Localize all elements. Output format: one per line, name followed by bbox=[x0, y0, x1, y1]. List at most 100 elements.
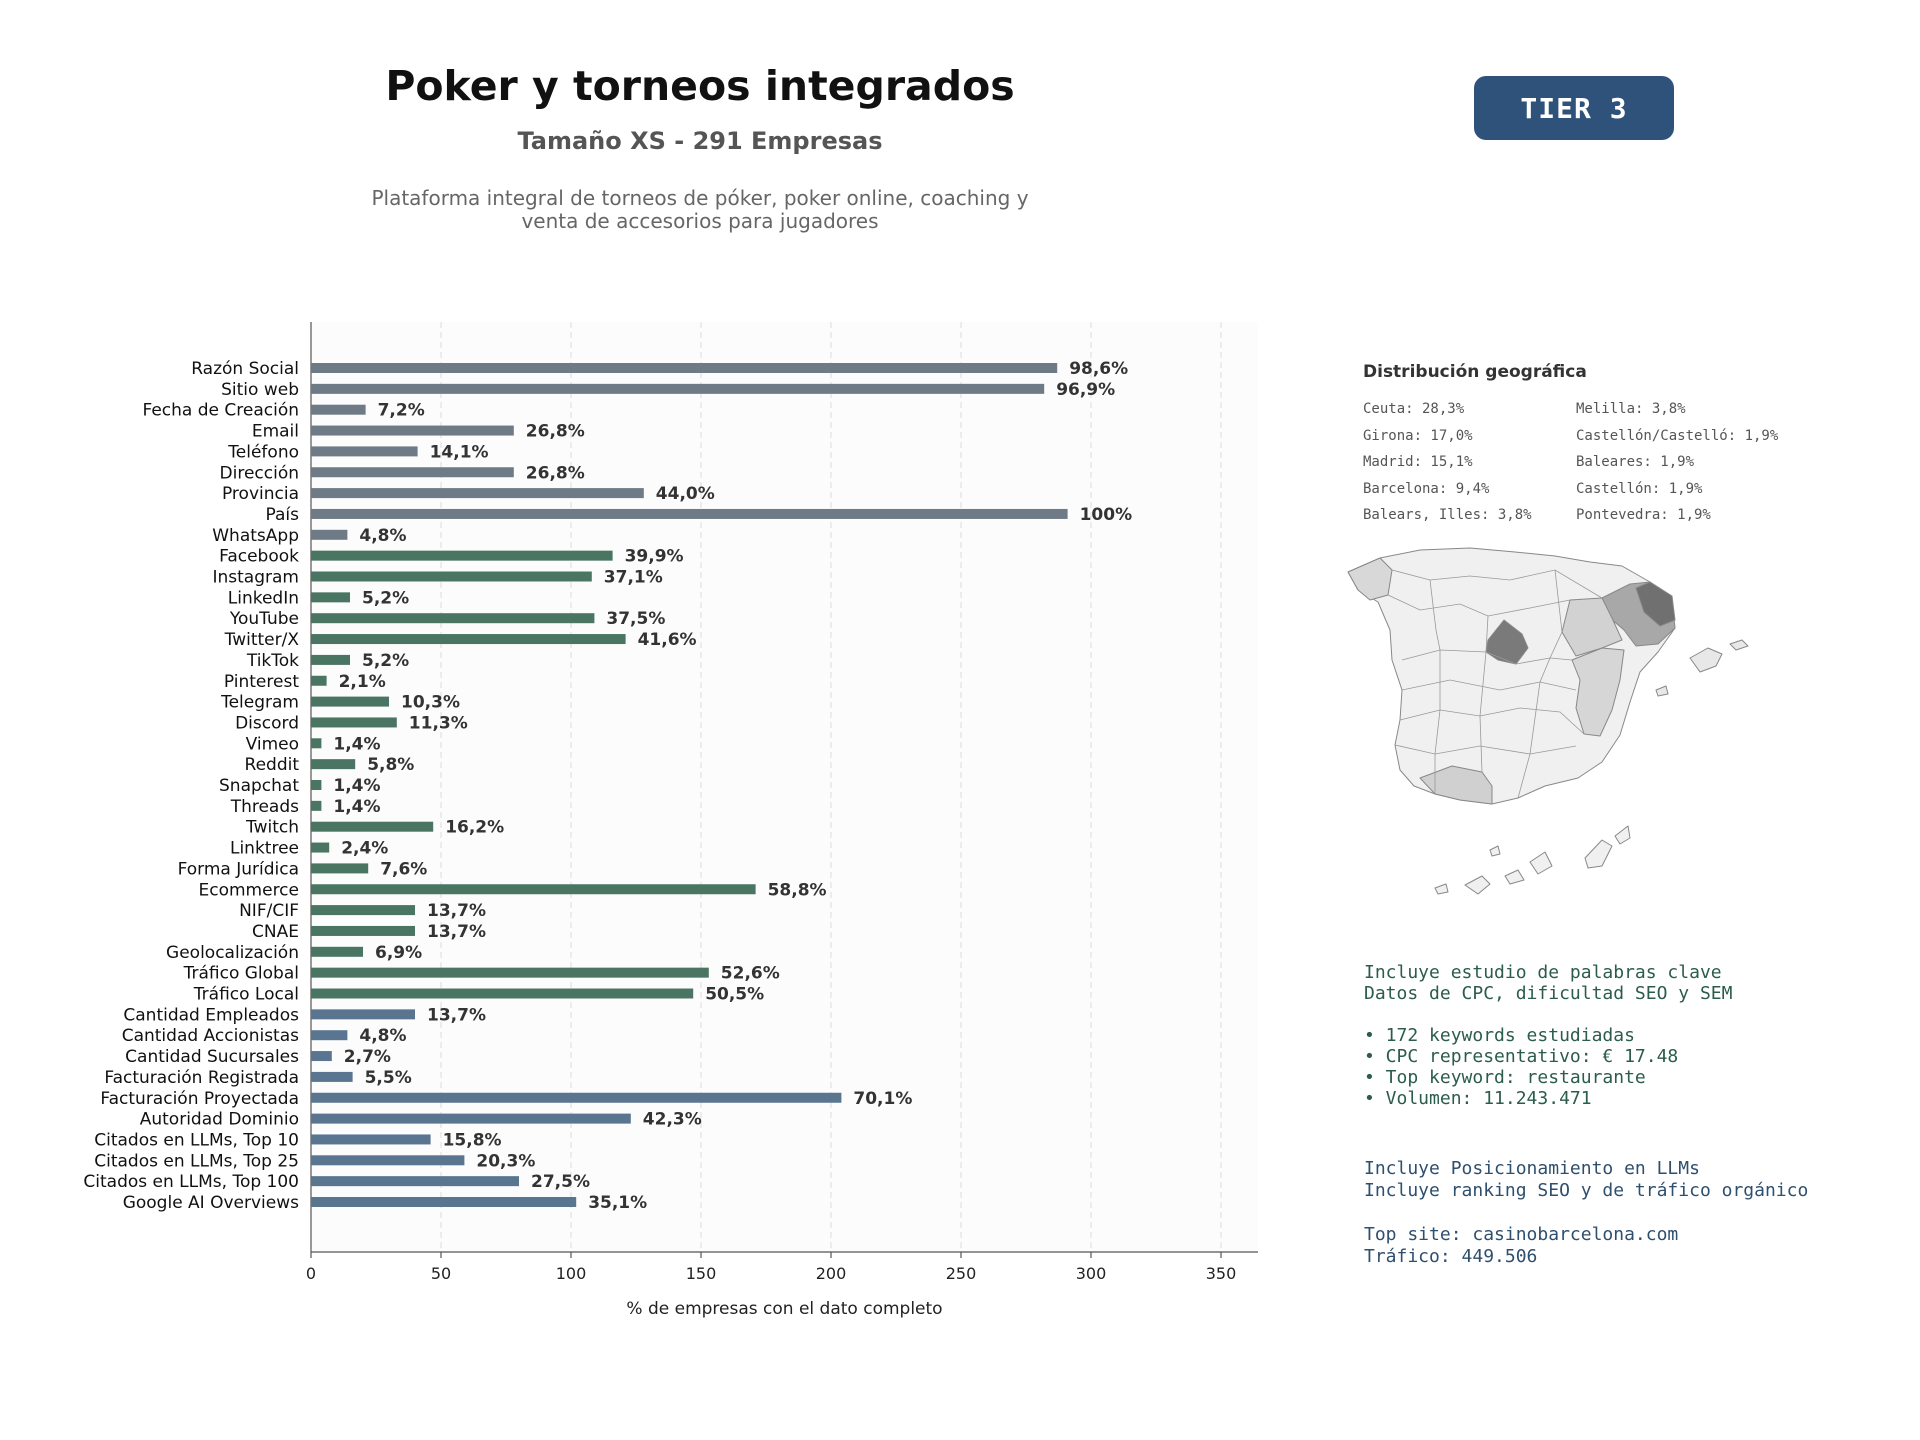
data-label: 37,1% bbox=[604, 568, 663, 588]
data-label: 6,9% bbox=[375, 943, 422, 963]
bar bbox=[311, 404, 366, 415]
data-label: 13,7% bbox=[427, 1005, 486, 1025]
data-label: 52,6% bbox=[721, 964, 780, 984]
bar bbox=[311, 1030, 348, 1041]
page-title: Poker y torneos integrados bbox=[385, 62, 1015, 110]
data-label: 5,8% bbox=[367, 755, 414, 775]
bar bbox=[311, 425, 514, 436]
data-label: 98,6% bbox=[1069, 359, 1128, 379]
bar bbox=[311, 1092, 842, 1103]
bar bbox=[311, 363, 1058, 373]
category-label: Facturación Registrada bbox=[104, 1068, 299, 1088]
x-tick-label: 200 bbox=[816, 1264, 847, 1283]
data-label: 5,5% bbox=[365, 1068, 412, 1088]
bar bbox=[311, 1051, 332, 1062]
category-label: Snapchat bbox=[219, 776, 299, 796]
bar bbox=[311, 946, 363, 957]
data-label: 7,2% bbox=[378, 401, 425, 421]
bar bbox=[311, 675, 327, 686]
data-label: 7,6% bbox=[380, 859, 427, 879]
bar-chart: 0 50 100 150 200 250 300 350 Razón Social 98,6% Si… bbox=[83, 322, 1258, 1319]
category-label: Threads bbox=[230, 797, 299, 817]
bar bbox=[311, 759, 356, 770]
bar bbox=[311, 1197, 577, 1207]
data-label: 13,7% bbox=[427, 922, 486, 942]
data-label: 96,9% bbox=[1056, 380, 1115, 400]
category-label: Twitch bbox=[245, 818, 299, 838]
category-label: Sitio web bbox=[221, 380, 299, 400]
category-label: LinkedIn bbox=[228, 588, 299, 608]
category-label: Vimeo bbox=[246, 734, 299, 754]
map-canaries bbox=[1464, 875, 1491, 895]
geo-entry: Madrid: 15,1% bbox=[1363, 454, 1473, 470]
geo-entry: Girona: 17,0% bbox=[1363, 427, 1473, 444]
map-region-aragon bbox=[1561, 597, 1623, 657]
geo-entry: Pontevedra: 1,9% bbox=[1576, 507, 1711, 523]
category-label: Google AI Overviews bbox=[123, 1193, 299, 1213]
tier-badge: TIER 3 bbox=[1474, 76, 1674, 140]
category-label: Tráfico Global bbox=[183, 964, 299, 984]
geo-entry: Melilla: 3,8% bbox=[1576, 401, 1686, 417]
category-label: WhatsApp bbox=[212, 526, 299, 546]
category-label: Citados en LLMs, Top 100 bbox=[83, 1172, 299, 1192]
data-label: 10,3% bbox=[401, 693, 460, 713]
data-label: 41,6% bbox=[638, 630, 697, 650]
bar bbox=[311, 488, 644, 499]
data-label: 1,4% bbox=[333, 797, 380, 817]
data-label: 2,1% bbox=[339, 672, 386, 692]
bar bbox=[311, 821, 434, 832]
data-label: 44,0% bbox=[656, 484, 715, 504]
bar bbox=[311, 446, 418, 457]
bar bbox=[311, 1155, 465, 1166]
category-label: YouTube bbox=[229, 609, 299, 629]
map-region-madrid bbox=[1485, 619, 1529, 665]
category-label: Email bbox=[252, 422, 299, 442]
data-label: 70,1% bbox=[853, 1089, 912, 1109]
category-label: Citados en LLMs, Top 10 bbox=[94, 1130, 299, 1150]
data-label: 5,2% bbox=[362, 588, 409, 608]
data-label: 39,9% bbox=[625, 547, 684, 567]
llm-line: Incluye Posicionamiento en LLMs bbox=[1364, 1158, 1700, 1179]
seo-bullet: • 172 keywords estudiadas bbox=[1364, 1025, 1635, 1046]
bar bbox=[311, 592, 350, 603]
geo-entry: Baleares: 1,9% bbox=[1576, 454, 1695, 470]
geo-entry: Barcelona: 9,4% bbox=[1363, 480, 1490, 497]
bar bbox=[311, 529, 348, 540]
spain-map bbox=[1347, 547, 1749, 895]
category-label: Geolocalización bbox=[166, 943, 299, 963]
bar bbox=[311, 613, 595, 624]
seo-info: Incluye estudio de palabras clave Datos … bbox=[1364, 962, 1904, 1109]
seo-bullet: • Top keyword: restaurante bbox=[1364, 1067, 1646, 1088]
x-tick-label: 100 bbox=[556, 1264, 587, 1283]
x-tick-label: 350 bbox=[1206, 1264, 1237, 1283]
seo-bullet: • Volumen: 11.243.471 bbox=[1364, 1088, 1592, 1109]
geo-list-left: Ceuta: 28,3% Girona: 17,0% Madrid: 15,1%… bbox=[1363, 400, 1532, 533]
bar bbox=[311, 1134, 431, 1145]
category-label: Twitter/X bbox=[224, 630, 300, 650]
category-label: Instagram bbox=[213, 568, 300, 588]
description-line: venta de accesorios para jugadores bbox=[521, 209, 879, 233]
bar bbox=[311, 905, 415, 916]
top-site: Top site: casinobarcelona.com bbox=[1364, 1224, 1679, 1245]
data-label: 100% bbox=[1080, 505, 1133, 525]
data-label: 14,1% bbox=[430, 442, 489, 462]
category-label: Discord bbox=[235, 713, 299, 733]
category-label: Ecommerce bbox=[199, 880, 300, 900]
category-label: Teléfono bbox=[227, 442, 299, 462]
bar bbox=[311, 1176, 519, 1187]
category-label: Forma Jurídica bbox=[178, 859, 299, 879]
seo-line: Datos de CPC, dificultad SEO y SEM bbox=[1364, 983, 1733, 1004]
data-label: 58,8% bbox=[768, 880, 827, 900]
data-label: 20,3% bbox=[476, 1151, 535, 1171]
x-axis-label: % de empresas con el dato completo bbox=[626, 1299, 942, 1319]
bar bbox=[311, 383, 1045, 394]
bar bbox=[311, 1009, 415, 1020]
data-label: 1,4% bbox=[333, 734, 380, 754]
data-label: 2,4% bbox=[341, 839, 388, 859]
llm-line: Incluye ranking SEO y de tráfico orgánic… bbox=[1364, 1180, 1809, 1201]
map-province-borders bbox=[1387, 569, 1603, 799]
data-label: 11,3% bbox=[409, 713, 468, 733]
category-label: Facturación Proyectada bbox=[100, 1089, 299, 1109]
data-label: 15,8% bbox=[443, 1130, 502, 1150]
map-canaries bbox=[1584, 839, 1613, 869]
